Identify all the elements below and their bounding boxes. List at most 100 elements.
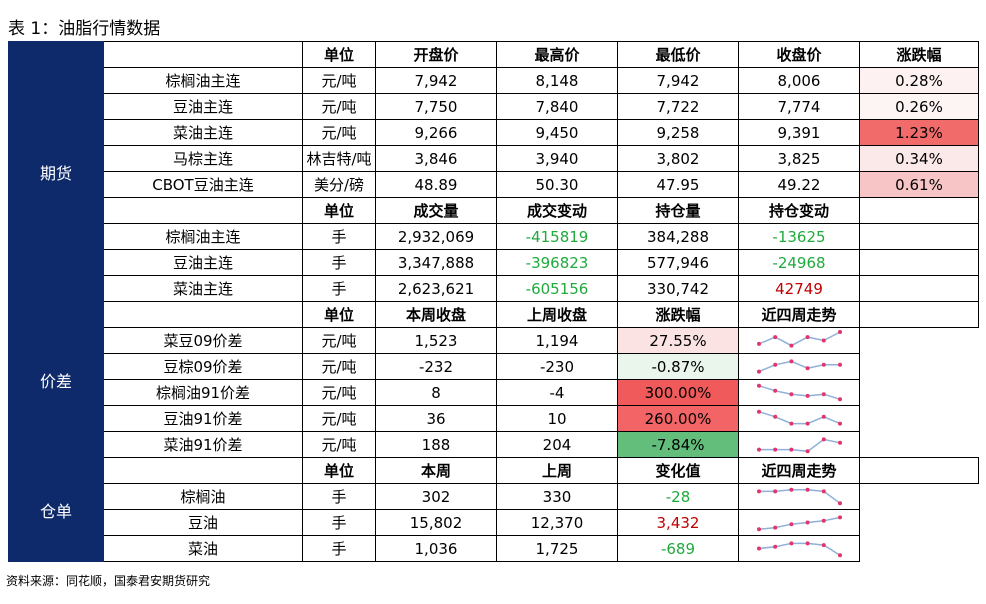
trend-line [759, 488, 841, 504]
header-cell [859, 301, 979, 328]
header-cell: 收盘价 [738, 41, 860, 68]
cell [859, 275, 979, 302]
trend-point [757, 341, 761, 346]
table-row: 菜豆09价差 元/吨 1,523 1,194 27.55% [9, 327, 979, 354]
row-name: 豆油 [103, 509, 303, 536]
sparkline-cell [738, 431, 860, 458]
cell: 3,802 [617, 145, 739, 172]
table-row: 期货 单位 开盘价 最高价 最低价 收盘价 涨跌幅 [8, 41, 979, 302]
header-cell: 成交变动 [496, 197, 618, 224]
cell: 手 [302, 275, 376, 302]
cell: 384,288 [617, 223, 739, 250]
cell: 50.30 [496, 171, 618, 198]
cell: 8 [375, 379, 497, 406]
blank-cell [103, 197, 303, 224]
trend-point [838, 421, 842, 426]
cell: 9,450 [496, 119, 618, 146]
table-row: 马棕主连 林吉特/吨 3,846 3,940 3,802 3,825 0.34% [9, 145, 979, 172]
cell: 手 [302, 249, 376, 276]
trend-point [757, 369, 761, 374]
cell: 手 [302, 483, 376, 510]
cell: -689 [617, 535, 739, 562]
table-row: 仓单 单位 本周 上周 变化值 近四周走势 [8, 457, 979, 562]
trend-point [805, 487, 810, 492]
cell: 49.22 [738, 171, 860, 198]
header-cell: 持仓变动 [738, 197, 860, 224]
table-row: 菜油主连 元/吨 9,266 9,450 9,258 9,391 1.23% [9, 119, 979, 146]
cell: 元/吨 [302, 93, 376, 120]
sparkline-cell [738, 353, 860, 380]
row-name: 棕榈油主连 [103, 67, 303, 94]
header-cell: 单位 [302, 41, 376, 68]
cell: -28 [617, 483, 739, 510]
header-cell: 近四周走势 [738, 301, 860, 328]
header-cell: 上周收盘 [496, 301, 618, 328]
trend-point [838, 515, 842, 520]
row-name: 豆油91价差 [103, 405, 303, 432]
trend-point [838, 397, 842, 402]
header-cell: 本周收盘 [375, 301, 497, 328]
sparkline-cell [738, 405, 860, 432]
table-row: 棕榈油主连 元/吨 7,942 8,148 7,942 8,006 0.28% [9, 67, 979, 94]
table-row: 豆棕09价差 元/吨 -232 -230 -0.87% [9, 353, 979, 380]
trend-point [821, 518, 826, 523]
cell: 元/吨 [302, 379, 376, 406]
section-label: 仓单 [8, 457, 104, 562]
cell: 42749 [738, 275, 860, 302]
table-title: 表 1：油脂行情数据 [8, 19, 161, 39]
row-name: 菜豆09价差 [103, 327, 303, 354]
cell: 7,722 [617, 93, 739, 120]
cell: -605156 [496, 275, 618, 302]
trend-point [789, 541, 794, 546]
cell: -230 [496, 353, 618, 380]
header-cell: 上周 [496, 457, 618, 484]
sparkline [757, 359, 842, 374]
trend-point [838, 330, 842, 334]
table-row: 菜油91价差 元/吨 188 204 -7.84% [9, 431, 979, 458]
header-cell: 单位 [302, 197, 376, 224]
trend-point [789, 421, 794, 426]
header-cell: 近四周走势 [738, 457, 860, 484]
table-row: 菜油主连手 2,623,621 -605156 330,742 42749 [9, 275, 979, 302]
trend-line [758, 516, 841, 531]
row-name: 豆棕09价差 [103, 353, 303, 380]
trend-point [789, 359, 794, 364]
cell: 元/吨 [302, 67, 376, 94]
cell: 2,932,069 [375, 223, 497, 250]
row-name: 棕榈油91价差 [103, 379, 303, 406]
cell: 302 [375, 483, 497, 510]
trend-line [758, 542, 841, 556]
cell: 元/吨 [302, 327, 376, 354]
cell: 元/吨 [302, 431, 376, 458]
cell: -24968 [738, 249, 860, 276]
trend-point [821, 543, 826, 548]
table-row: 豆油手 15,802 12,370 3,432 [9, 509, 979, 536]
trend-line [758, 360, 840, 373]
cell: -415819 [496, 223, 618, 250]
cell [859, 223, 979, 250]
cell: 9,391 [738, 119, 860, 146]
cell: 0.34% [859, 145, 979, 172]
sparkline [757, 515, 842, 532]
cell: 0.26% [859, 93, 979, 120]
trend-point [773, 544, 778, 549]
header-cell: 最高价 [496, 41, 618, 68]
sparkline-cell [738, 327, 860, 354]
cell: 1,523 [375, 327, 497, 354]
header-cell: 单位 [302, 301, 376, 328]
trend-point [789, 522, 794, 527]
section-label: 期货 [8, 41, 104, 302]
trend-point [838, 362, 842, 367]
table-row: 豆油91价差 元/吨 36 10 260.00% [9, 405, 979, 432]
trend-line [758, 384, 841, 401]
row-name: 马棕主连 [103, 145, 303, 172]
cell: 3,347,888 [375, 249, 497, 276]
header-cell: 成交量 [375, 197, 497, 224]
table-row: 棕榈油主连手 2,932,069 -415819 384,288 -13625 [9, 223, 979, 250]
header-cell: 涨跌幅 [617, 301, 739, 328]
cell: -4 [496, 379, 618, 406]
cell: 260.00% [617, 405, 739, 432]
header-cell: 持仓量 [617, 197, 739, 224]
cell: -7.84% [617, 431, 739, 458]
